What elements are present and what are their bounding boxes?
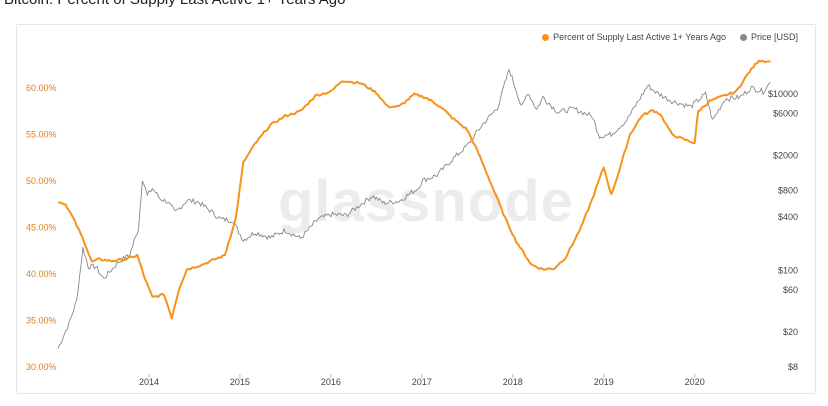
x-tick-label: 2018	[503, 377, 523, 387]
y-right-tick-label: $8	[788, 362, 798, 372]
y-left-tick-label: 55.00%	[26, 130, 57, 140]
legend-dot-supply	[542, 33, 550, 41]
x-tick-label: 2019	[594, 377, 614, 387]
y-right-tick-label: $100	[778, 265, 798, 275]
y-right-tick-label: $6000	[773, 109, 798, 119]
y-left-tick-label: 35.00%	[26, 316, 57, 326]
x-tick-label: 2017	[412, 377, 432, 387]
x-tick-label: 2016	[321, 377, 341, 387]
chart-frame	[16, 24, 816, 394]
price-line	[57, 68, 771, 349]
y-right-tick-label: $400	[778, 212, 798, 222]
x-tick-label: 2015	[230, 377, 250, 387]
legend-label-supply: Percent of Supply Last Active 1+ Years A…	[553, 32, 726, 42]
legend-item-price[interactable]: Price [USD]	[739, 32, 798, 42]
supply-line	[57, 59, 771, 320]
y-right-tick-label: $60	[783, 285, 798, 295]
x-tick-label: 2020	[685, 377, 705, 387]
legend-dot-price	[739, 33, 747, 41]
x-tick-label: 2014	[139, 377, 159, 387]
y-right-tick-label: $10000	[768, 89, 798, 99]
y-right-tick-label: $800	[778, 186, 798, 196]
legend-label-price: Price [USD]	[750, 32, 798, 42]
legend: Percent of Supply Last Active 1+ Years A…	[542, 32, 798, 42]
chart-title: Bitcoin: Percent of Supply Last Active 1…	[4, 0, 345, 8]
y-left-tick-label: 45.00%	[26, 223, 57, 233]
y-left-tick-label: 50.00%	[26, 176, 57, 186]
y-left-tick-label: 40.00%	[26, 269, 57, 279]
y-left-tick-label: 60.00%	[26, 83, 57, 93]
y-right-tick-label: $20	[783, 327, 798, 337]
legend-item-supply[interactable]: Percent of Supply Last Active 1+ Years A…	[542, 32, 726, 42]
y-left-tick-label: 30.00%	[26, 362, 57, 372]
y-right-tick-label: $2000	[773, 151, 798, 161]
